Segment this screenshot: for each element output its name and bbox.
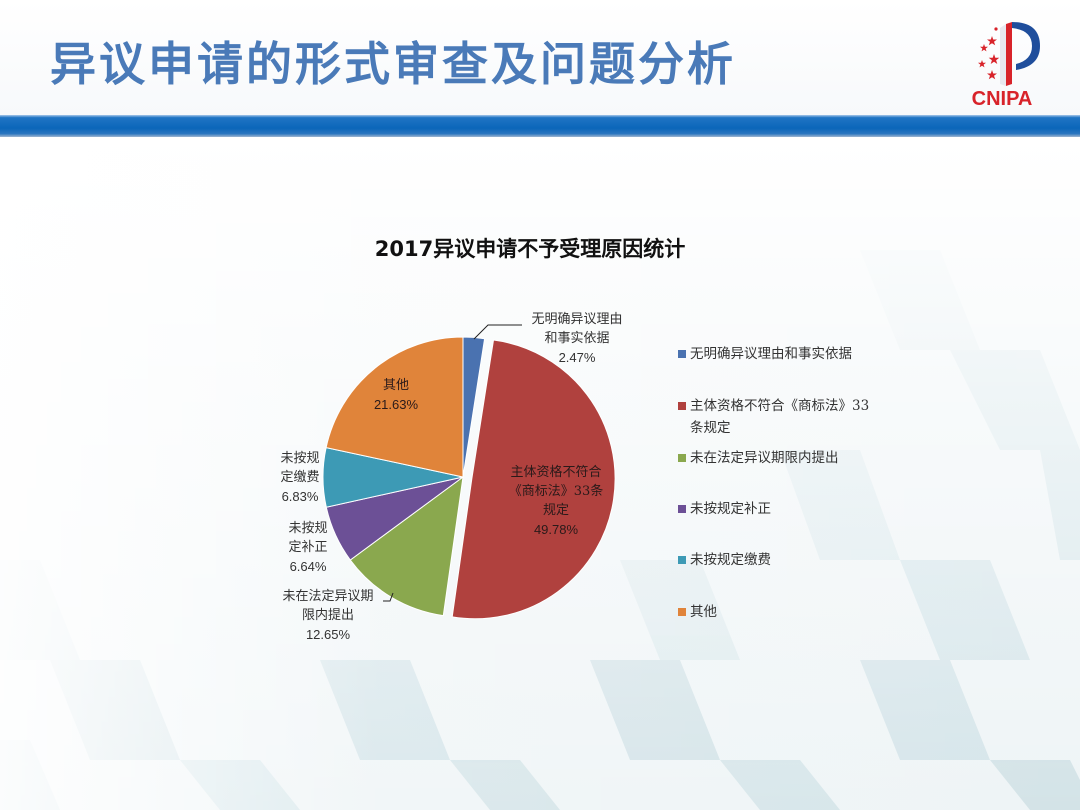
label-line: 未在法定异议期 xyxy=(282,589,374,604)
label-line: 限内提出 xyxy=(301,608,354,623)
legend-swatch xyxy=(678,608,686,616)
legend-swatch xyxy=(678,350,686,358)
header-bar xyxy=(0,115,1080,137)
label-line: 未按规 xyxy=(280,451,320,466)
label-late-filing: 未在法定异议期 限内提出 12.65% xyxy=(268,587,388,644)
label-line: 无明确异议理由 xyxy=(531,312,623,327)
legend-label: 其他 xyxy=(690,604,717,620)
legend-swatch xyxy=(678,454,686,462)
legend-swatch xyxy=(678,556,686,564)
label-percent: 12.65% xyxy=(305,627,351,642)
leader-line-green xyxy=(383,592,394,602)
legend-label: 无明确异议理由和事实依据 xyxy=(690,346,852,362)
label-no-correction: 未按规 定补正 6.64% xyxy=(278,519,338,576)
chart-title-text: 2017异议申请不予受理原因统计 xyxy=(374,237,686,261)
label-no-reason: 无明确异议理由 和事实依据 2.47% xyxy=(518,310,636,367)
label-line: 主体资格不符合 xyxy=(510,465,602,480)
label-percent: 6.64% xyxy=(289,559,327,574)
label-line: 其他 xyxy=(382,378,409,393)
label-other: 其他 21.63% xyxy=(366,376,426,414)
legend-label: 未按规定补正 xyxy=(690,501,771,517)
label-percent: 6.83% xyxy=(281,489,319,504)
label-line: 未按规 xyxy=(288,521,328,536)
cnipa-logo: CNIPA xyxy=(962,14,1042,114)
legend-label: 未按规定缴费 xyxy=(690,552,771,568)
label-line: 规定 xyxy=(542,503,569,518)
legend-item-late-filing: 未在法定异议期限内提出 xyxy=(678,447,878,469)
label-line: 定缴费 xyxy=(280,470,320,485)
label-percent: 49.78% xyxy=(533,522,579,537)
label-percent: 2.47% xyxy=(558,350,596,365)
label-line: 和事实依据 xyxy=(544,331,610,346)
slide-title: 异议申请的形式审查及问题分析 xyxy=(50,37,736,91)
chart-title: 2017异议申请不予受理原因统计 xyxy=(0,233,1080,263)
label-no-fee: 未按规 定缴费 6.83% xyxy=(270,449,330,506)
label-line: 《商标法》33条 xyxy=(508,484,604,499)
label-line: 定补正 xyxy=(288,540,328,555)
slice-subject-qualification[interactable] xyxy=(451,339,616,620)
label-subject-qualification: 主体资格不符合 《商标法》33条 规定 49.78% xyxy=(500,463,612,539)
legend-swatch xyxy=(678,402,686,410)
slide-header: 异议申请的形式审查及问题分析 CNIPA xyxy=(0,0,1080,115)
legend-item-no-correction: 未按规定补正 xyxy=(678,498,878,520)
legend-label: 主体资格不符合《商标法》33条规定 xyxy=(690,398,870,436)
logo-text: CNIPA xyxy=(971,88,1033,110)
legend-label: 未在法定异议期限内提出 xyxy=(690,450,839,466)
label-percent: 21.63% xyxy=(373,397,419,412)
legend-swatch xyxy=(678,505,686,513)
cnipa-emblem-icon xyxy=(978,22,1040,86)
legend-item-no-reason: 无明确异议理由和事实依据 xyxy=(678,343,878,365)
legend-item-subject-qualification: 主体资格不符合《商标法》33条规定 xyxy=(678,395,878,439)
slice-other[interactable] xyxy=(325,336,464,478)
legend-item-no-fee: 未按规定缴费 xyxy=(678,549,878,571)
legend-item-other: 其他 xyxy=(678,601,878,623)
leader-line-blue xyxy=(473,324,522,340)
